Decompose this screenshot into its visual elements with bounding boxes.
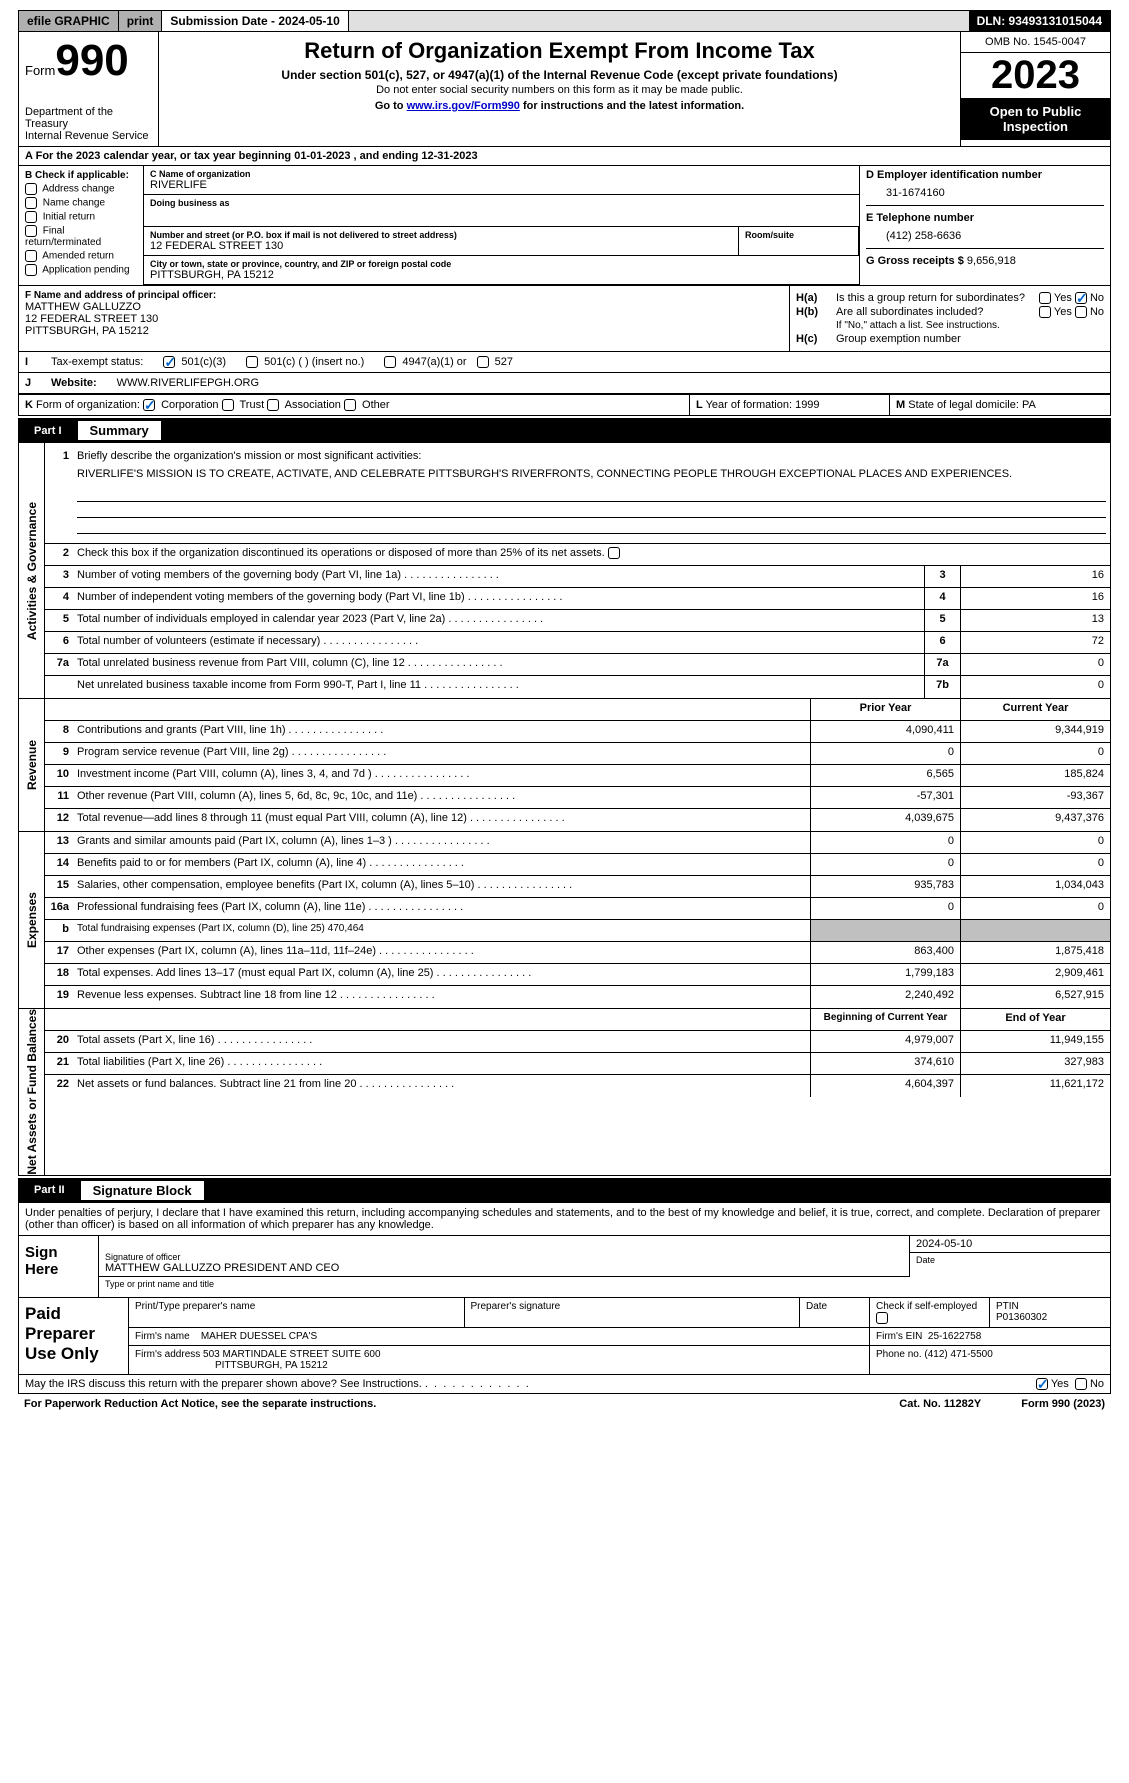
print-button[interactable]: print: [119, 11, 163, 31]
irs-link[interactable]: www.irs.gov/Form990: [407, 100, 520, 112]
row-fgh: F Name and address of principal officer:…: [18, 285, 1111, 351]
summary-row: 20Total assets (Part X, line 16)4,979,00…: [45, 1031, 1110, 1053]
summary-row: 11Other revenue (Part VIII, column (A), …: [45, 787, 1110, 809]
summary-row: 7aTotal unrelated business revenue from …: [45, 654, 1110, 676]
check-address-change[interactable]: [25, 183, 37, 195]
summary-row: 15Salaries, other compensation, employee…: [45, 876, 1110, 898]
website-value: WWW.RIVERLIFEPGH.ORG: [117, 377, 259, 389]
check-527[interactable]: [477, 356, 489, 368]
row-i: I Tax-exempt status: 501(c)(3) 501(c) ( …: [18, 351, 1111, 372]
summary-row: 4Number of independent voting members of…: [45, 588, 1110, 610]
ein-value: 31-1674160: [886, 187, 1104, 199]
irs-label: Internal Revenue Service: [25, 130, 152, 142]
check-ha-yes[interactable]: [1039, 292, 1051, 304]
check-trust[interactable]: [222, 399, 234, 411]
summary-governance: Activities & Governance 1Briefly describ…: [18, 443, 1111, 699]
top-bar: efile GRAPHIC print Submission Date - 20…: [18, 10, 1111, 32]
signature-block: Under penalties of perjury, I declare th…: [18, 1203, 1111, 1394]
check-amended-return[interactable]: [25, 250, 37, 262]
telephone: (412) 258-6636: [886, 230, 1104, 242]
summary-revenue: Revenue Prior YearCurrent Year 8Contribu…: [18, 699, 1111, 832]
check-501c[interactable]: [246, 356, 258, 368]
page-footer: For Paperwork Reduction Act Notice, see …: [18, 1394, 1111, 1414]
check-501c3[interactable]: [163, 356, 175, 368]
summary-row: 12Total revenue—add lines 8 through 11 (…: [45, 809, 1110, 831]
check-hb-yes[interactable]: [1039, 306, 1051, 318]
perjury-declaration: Under penalties of perjury, I declare th…: [19, 1203, 1110, 1235]
officer-addr2: PITTSBURGH, PA 15212: [25, 325, 783, 337]
summary-row: 3Number of voting members of the governi…: [45, 566, 1110, 588]
summary-row: 16aProfessional fundraising fees (Part I…: [45, 898, 1110, 920]
check-ha-no[interactable]: [1075, 292, 1087, 304]
row-j: J Website: WWW.RIVERLIFEPGH.ORG: [18, 372, 1111, 394]
check-self-employed[interactable]: [876, 1312, 888, 1324]
ptin-value: P01360302: [996, 1312, 1104, 1323]
summary-net-assets: Net Assets or Fund Balances Beginning of…: [18, 1009, 1111, 1176]
dept-treasury: Department of the Treasury: [25, 106, 152, 130]
check-discuss-yes[interactable]: [1036, 1378, 1048, 1390]
form-word: Form: [25, 63, 55, 78]
check-app-pending[interactable]: [25, 264, 37, 276]
check-assoc[interactable]: [267, 399, 279, 411]
summary-row: 8Contributions and grants (Part VIII, li…: [45, 721, 1110, 743]
summary-row: 18Total expenses. Add lines 13–17 (must …: [45, 964, 1110, 986]
summary-row: 10Investment income (Part VIII, column (…: [45, 765, 1110, 787]
form-number: 990: [55, 36, 128, 85]
org-name: RIVERLIFE: [150, 179, 853, 191]
summary-row: bTotal fundraising expenses (Part IX, co…: [45, 920, 1110, 942]
mission-text: RIVERLIFE'S MISSION IS TO CREATE, ACTIVA…: [45, 465, 1110, 483]
firm-addr2: PITTSBURGH, PA 15212: [215, 1360, 328, 1371]
summary-row: 17Other expenses (Part IX, column (A), l…: [45, 942, 1110, 964]
inspection-label: Open to Public Inspection: [961, 98, 1110, 140]
form-subtitle-3: Go to www.irs.gov/Form990 for instructio…: [165, 100, 954, 112]
section-bcd: B Check if applicable: Address change Na…: [18, 166, 1111, 285]
check-4947[interactable]: [384, 356, 396, 368]
summary-row: 14Benefits paid to or for members (Part …: [45, 854, 1110, 876]
summary-row: Net unrelated business taxable income fr…: [45, 676, 1110, 698]
line-a: A For the 2023 calendar year, or tax yea…: [18, 147, 1111, 166]
box-b: B Check if applicable: Address change Na…: [19, 166, 144, 285]
check-discontinued[interactable]: [608, 547, 620, 559]
submission-date: Submission Date - 2024-05-10: [162, 11, 348, 31]
firm-phone: (412) 471-5500: [924, 1349, 992, 1360]
officer-name: MATTHEW GALLUZZO: [25, 301, 783, 313]
gross-receipts: 9,656,918: [967, 255, 1016, 267]
summary-expenses: Expenses 13Grants and similar amounts pa…: [18, 832, 1111, 1009]
check-discuss-no[interactable]: [1075, 1378, 1087, 1390]
form-title: Return of Organization Exempt From Incom…: [165, 38, 954, 64]
check-other[interactable]: [344, 399, 356, 411]
check-initial-return[interactable]: [25, 211, 37, 223]
summary-row: 6Total number of volunteers (estimate if…: [45, 632, 1110, 654]
omb-number: OMB No. 1545-0047: [961, 32, 1110, 53]
signature-date: 2024-05-10: [910, 1236, 1110, 1253]
summary-row: 22Net assets or fund balances. Subtract …: [45, 1075, 1110, 1097]
summary-row: 19Revenue less expenses. Subtract line 1…: [45, 986, 1110, 1008]
part-2-header: Part II Signature Block: [18, 1178, 1111, 1203]
city-state-zip: PITTSBURGH, PA 15212: [150, 269, 853, 281]
officer-signature-name: MATTHEW GALLUZZO PRESIDENT AND CEO: [105, 1262, 903, 1274]
check-name-change[interactable]: [25, 197, 37, 209]
firm-addr1: 503 MARTINDALE STREET SUITE 600: [203, 1349, 380, 1360]
part-1-header: Part I Summary: [18, 418, 1111, 443]
form-subtitle-1: Under section 501(c), 527, or 4947(a)(1)…: [165, 68, 954, 82]
summary-row: 21Total liabilities (Part X, line 26)374…: [45, 1053, 1110, 1075]
efile-button[interactable]: efile GRAPHIC: [19, 11, 119, 31]
officer-addr1: 12 FEDERAL STREET 130: [25, 313, 783, 325]
row-klm: K Form of organization: Corporation Trus…: [18, 394, 1111, 416]
form-subtitle-2: Do not enter social security numbers on …: [165, 84, 954, 96]
summary-row: 9Program service revenue (Part VIII, lin…: [45, 743, 1110, 765]
firm-name: MAHER DUESSEL CPA'S: [201, 1331, 317, 1342]
dln-label: DLN: 93493131015044: [969, 11, 1110, 31]
tax-year: 2023: [961, 53, 1110, 98]
summary-row: 13Grants and similar amounts paid (Part …: [45, 832, 1110, 854]
form-header: Form990 Department of the Treasury Inter…: [18, 32, 1111, 147]
check-hb-no[interactable]: [1075, 306, 1087, 318]
check-final-return[interactable]: [25, 225, 37, 237]
summary-row: 5Total number of individuals employed in…: [45, 610, 1110, 632]
check-corp[interactable]: [143, 399, 155, 411]
firm-ein: 25-1622758: [928, 1331, 981, 1342]
street-address: 12 FEDERAL STREET 130: [150, 240, 732, 252]
